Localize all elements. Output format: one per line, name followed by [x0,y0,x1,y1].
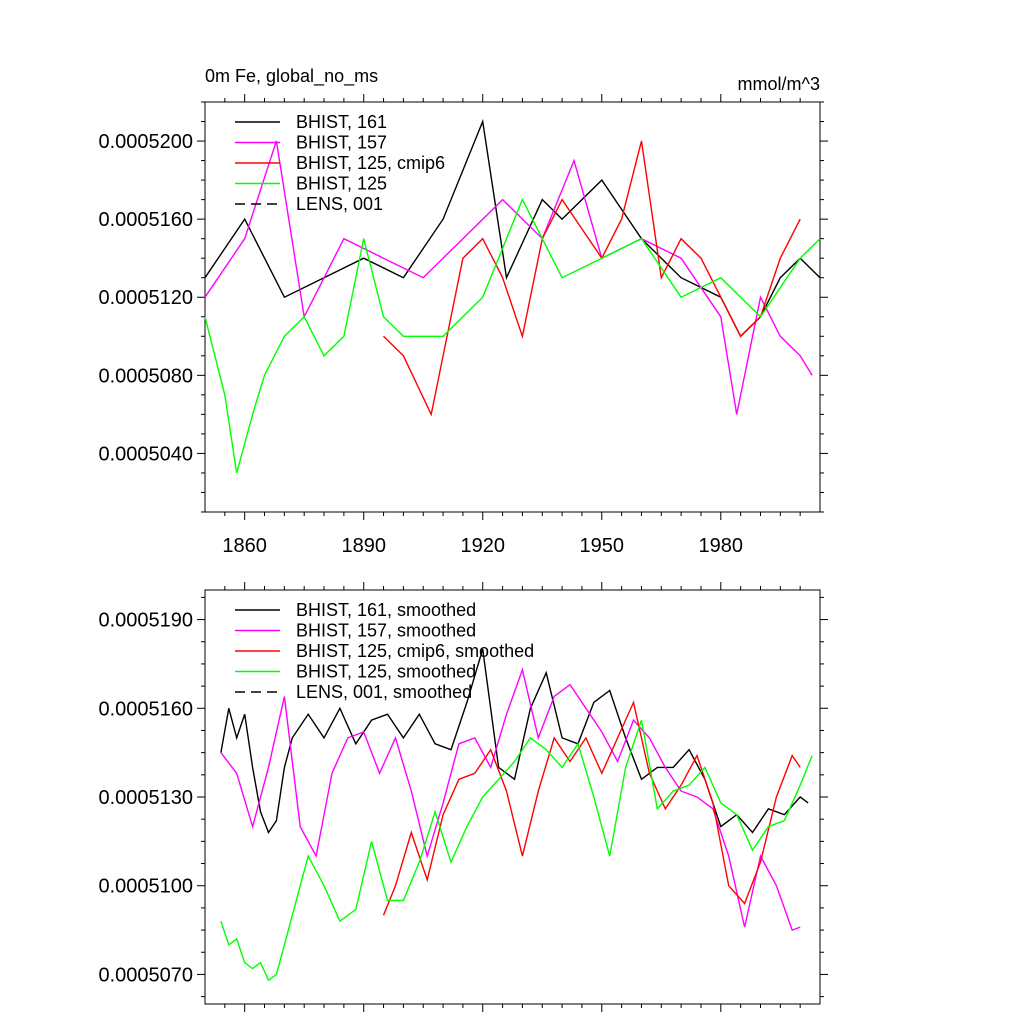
x-tick-label: 1980 [699,535,744,557]
legend-label: BHIST, 125, cmip6 [296,153,445,173]
y-tick-label: 0.0005200 [98,131,193,153]
x-tick-label: 1860 [222,535,267,557]
legend-label: BHIST, 125, cmip6, smoothed [296,641,534,661]
y-tick-label: 0.0005160 [98,209,193,231]
units-label: mmol/m^3 [738,74,820,94]
legend-label: LENS, 001 [296,194,383,214]
series-line [383,140,801,417]
x-tick-label: 1950 [580,535,625,557]
y-tick-label: 0.0005190 [98,610,193,632]
legend-label: BHIST, 161, smoothed [296,600,476,620]
y-tick-label: 0.0005160 [98,698,193,720]
x-tick-label: 1890 [341,535,386,557]
y-tick-label: 0.0005100 [98,876,193,898]
legend-label: LENS, 001, smoothed [296,682,472,702]
series-line [204,140,813,415]
y-tick-label: 0.0005080 [98,365,193,387]
legend-label: BHIST, 157 [296,133,387,153]
series-line [220,667,801,932]
y-tick-label: 0.0005120 [98,287,193,309]
y-tick-label: 0.0005130 [98,787,193,809]
legend-label: BHIST, 161 [296,112,387,132]
legend-label: BHIST, 125, smoothed [296,662,476,682]
legend-label: BHIST, 125 [296,174,387,194]
x-tick-label: 1920 [460,535,505,557]
y-tick-label: 0.0005040 [98,443,193,465]
chart-title: 0m Fe, global_no_ms [205,66,378,87]
y-tick-label: 0.0005070 [98,964,193,986]
series-line [204,197,821,474]
plot-frame [204,101,821,513]
legend-label: BHIST, 157, smoothed [296,621,476,641]
series-line [382,700,801,916]
series-line [220,719,813,982]
